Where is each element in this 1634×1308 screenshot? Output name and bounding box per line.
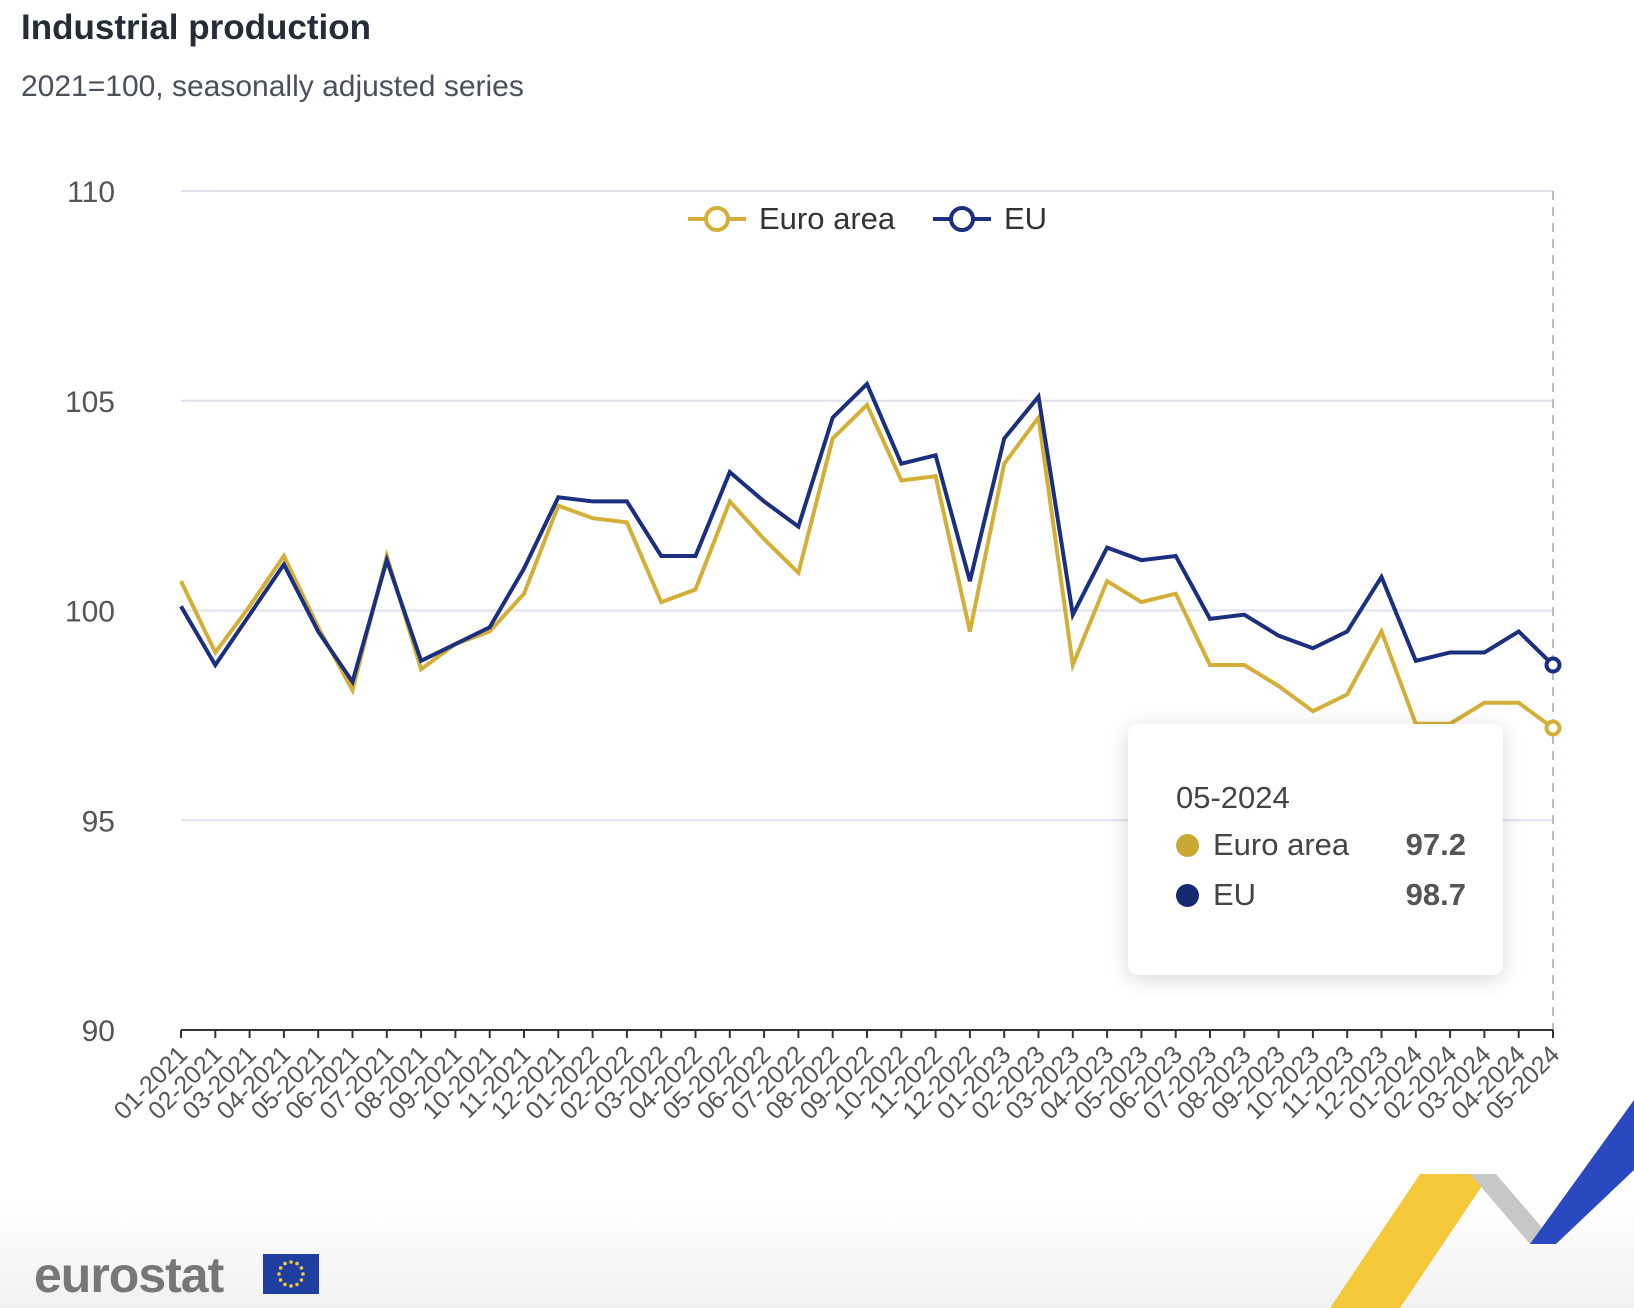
flag-star [301,1272,305,1276]
flag-star [283,1261,287,1266]
tooltip-value: 98.7 [1405,877,1466,912]
y-tick-label: 95 [82,805,115,838]
eurostat-logo: eurostat [34,1247,224,1303]
tooltip-label: Euro area [1213,827,1350,862]
y-tick-label: 100 [65,596,115,629]
tooltip-row-eu: EU 98.7 [1176,877,1466,913]
tooltip-row-euro-area: Euro area 97.2 [1176,827,1466,863]
tooltip-label: EU [1213,877,1257,912]
flag-star [278,1278,283,1282]
legend-marker-icon [949,206,975,232]
flag-star [283,1282,287,1287]
tooltip-value: 97.2 [1405,827,1466,862]
flag-star [277,1272,281,1276]
euro-area-dot-icon [1176,833,1199,857]
legend-marker-icon [704,206,730,232]
eu-dot-icon [1176,883,1199,907]
flag-star [278,1266,283,1270]
hover-marker [1544,719,1562,737]
decorative-ribbon [1330,1100,1634,1308]
flag-star [299,1266,304,1270]
legend: Euro area EU [688,201,1047,236]
eu-flag-icon [263,1254,319,1294]
flag-star [295,1261,299,1266]
flag-star [289,1260,293,1264]
legend-label: Euro area [759,201,896,236]
hover-marker [1544,656,1562,674]
flag-star [289,1284,293,1288]
chart-subtitle: 2021=100, seasonally adjusted series [21,70,524,103]
chart-title: Industrial production [21,8,371,47]
y-tick-label: 90 [82,1015,115,1048]
tooltip: 05-2024 Euro area 97.2 EU 98.7 [1128,724,1503,975]
flag-star [299,1278,304,1282]
legend-label: EU [1004,201,1047,236]
y-tick-label: 105 [65,386,115,419]
tooltip-date: 05-2024 [1176,780,1290,815]
flag-star [295,1282,299,1287]
y-tick-label: 110 [67,176,115,209]
series-line-eu [179,380,1555,687]
